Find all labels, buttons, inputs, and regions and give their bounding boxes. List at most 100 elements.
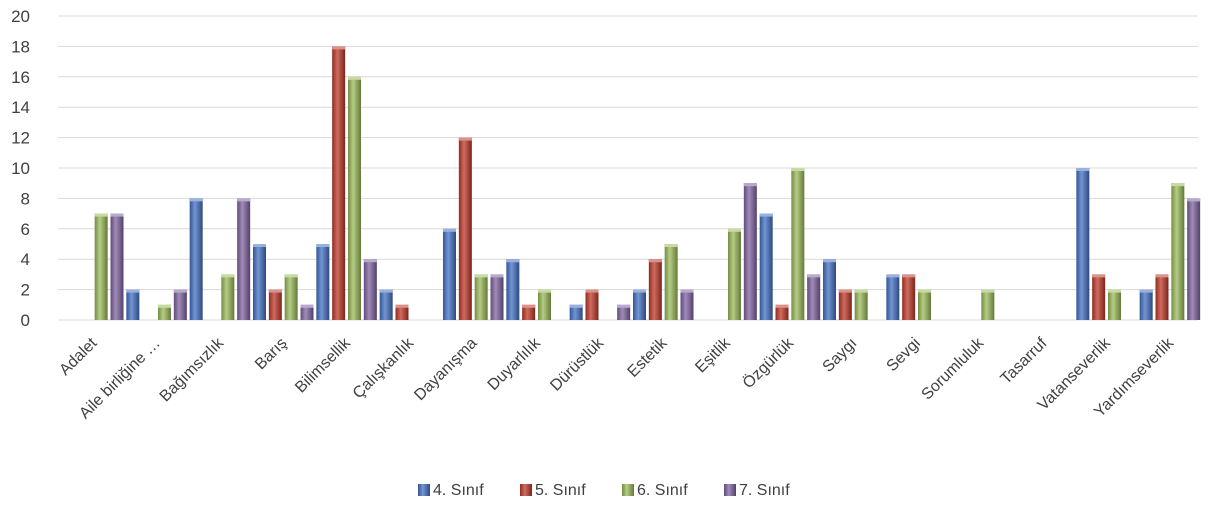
bar-cap: [237, 198, 251, 202]
legend-label: 6. Sınıf: [637, 482, 688, 499]
bar: [823, 259, 836, 320]
bar-cap: [221, 274, 235, 278]
bar: [268, 289, 282, 320]
bar: [838, 289, 852, 320]
bar: [791, 168, 805, 320]
bar-cap: [585, 289, 599, 293]
legend-swatch: [418, 484, 430, 496]
bar: [664, 244, 678, 320]
bar-cap: [886, 274, 900, 278]
bar: [189, 198, 203, 320]
bar: [443, 228, 456, 320]
bar-cap: [1139, 289, 1153, 293]
bar-cap: [743, 183, 757, 187]
x-category-label: Sevgi: [884, 335, 924, 375]
bar: [775, 304, 789, 320]
bar: [1139, 289, 1153, 320]
x-category-label: Dayanışma: [411, 335, 480, 404]
bar-cap: [617, 304, 631, 308]
bar-cap: [775, 304, 789, 308]
bar-cap: [759, 213, 773, 217]
bar: [538, 289, 551, 320]
bar: [221, 274, 235, 320]
bar: [332, 46, 346, 321]
bar-cap: [173, 289, 187, 293]
legend-swatch: [622, 484, 634, 496]
bar: [1076, 168, 1090, 320]
bar: [981, 289, 995, 320]
bar: [680, 289, 694, 320]
bar-cap: [379, 289, 393, 293]
bar-cap: [902, 274, 916, 278]
bar: [94, 213, 108, 320]
y-tick-label: 8: [21, 189, 30, 208]
legend-swatch: [724, 484, 736, 496]
x-category-label: Çalışkanlık: [350, 334, 418, 402]
bar-cap: [126, 289, 140, 293]
bars: [94, 46, 1201, 321]
bar-cap: [680, 289, 694, 293]
x-category-label: Bağımsızlık: [157, 334, 228, 405]
bar-cap: [791, 168, 805, 171]
y-tick-label: 0: [21, 311, 30, 330]
bar-cap: [443, 228, 456, 232]
x-category-label: Saygı: [820, 335, 861, 376]
bar-cap: [300, 304, 314, 308]
legend: 4. Sınıf 5. Sınıf 6. Sınıf 7. Sınıf: [418, 482, 790, 499]
bar: [854, 289, 868, 320]
bar: [253, 244, 266, 320]
bar-cap: [838, 289, 852, 293]
bar-cap: [490, 274, 504, 278]
bar: [474, 274, 488, 320]
bar-cap: [1171, 183, 1185, 187]
bar-cap: [854, 289, 868, 293]
bar-cap: [981, 289, 995, 293]
bar: [395, 304, 409, 320]
bar: [728, 228, 741, 320]
bar-cap: [664, 244, 678, 247]
y-axis-ticks: 0 2 4 6 8 10 12 14 16 18 20: [11, 7, 30, 330]
bar-cap: [569, 304, 583, 308]
bar-cap: [284, 274, 298, 278]
bar: [1092, 274, 1106, 320]
bar-cap: [94, 213, 108, 217]
bar: [126, 289, 140, 320]
bar-cap: [633, 289, 646, 293]
y-tick-label: 14: [11, 98, 30, 117]
bar-cap: [538, 289, 551, 293]
bar: [759, 213, 773, 320]
bar-cap: [1108, 289, 1121, 293]
bar-cap: [918, 289, 931, 293]
bar-cap: [648, 259, 662, 263]
y-tick-label: 10: [11, 159, 30, 178]
bar: [490, 274, 504, 320]
bar: [506, 259, 520, 320]
bar: [743, 183, 757, 320]
bar: [284, 274, 298, 320]
legend-label: 4. Sınıf: [433, 482, 484, 499]
bar: [902, 274, 916, 320]
bar-cap: [1092, 274, 1106, 278]
bar-cap: [1155, 274, 1169, 278]
bar: [569, 304, 583, 320]
bar: [300, 304, 314, 320]
bar: [173, 289, 187, 320]
bar: [458, 137, 472, 320]
bar-cap: [316, 244, 330, 247]
y-tick-label: 16: [11, 68, 30, 87]
bar-cap: [1076, 168, 1090, 171]
x-category-label: Adalet: [56, 334, 100, 378]
bar: [237, 198, 251, 320]
bar-cap: [268, 289, 282, 293]
bar: [1171, 183, 1185, 320]
bar-cap: [110, 213, 124, 217]
x-category-label: Özgürlük: [739, 333, 798, 392]
bar: [1108, 289, 1121, 320]
bar: [379, 289, 393, 320]
bar-cap: [348, 76, 361, 80]
bar: [316, 244, 330, 320]
bar-cap: [363, 259, 377, 263]
bar-cap: [1187, 198, 1201, 202]
bar-cap: [474, 274, 488, 278]
